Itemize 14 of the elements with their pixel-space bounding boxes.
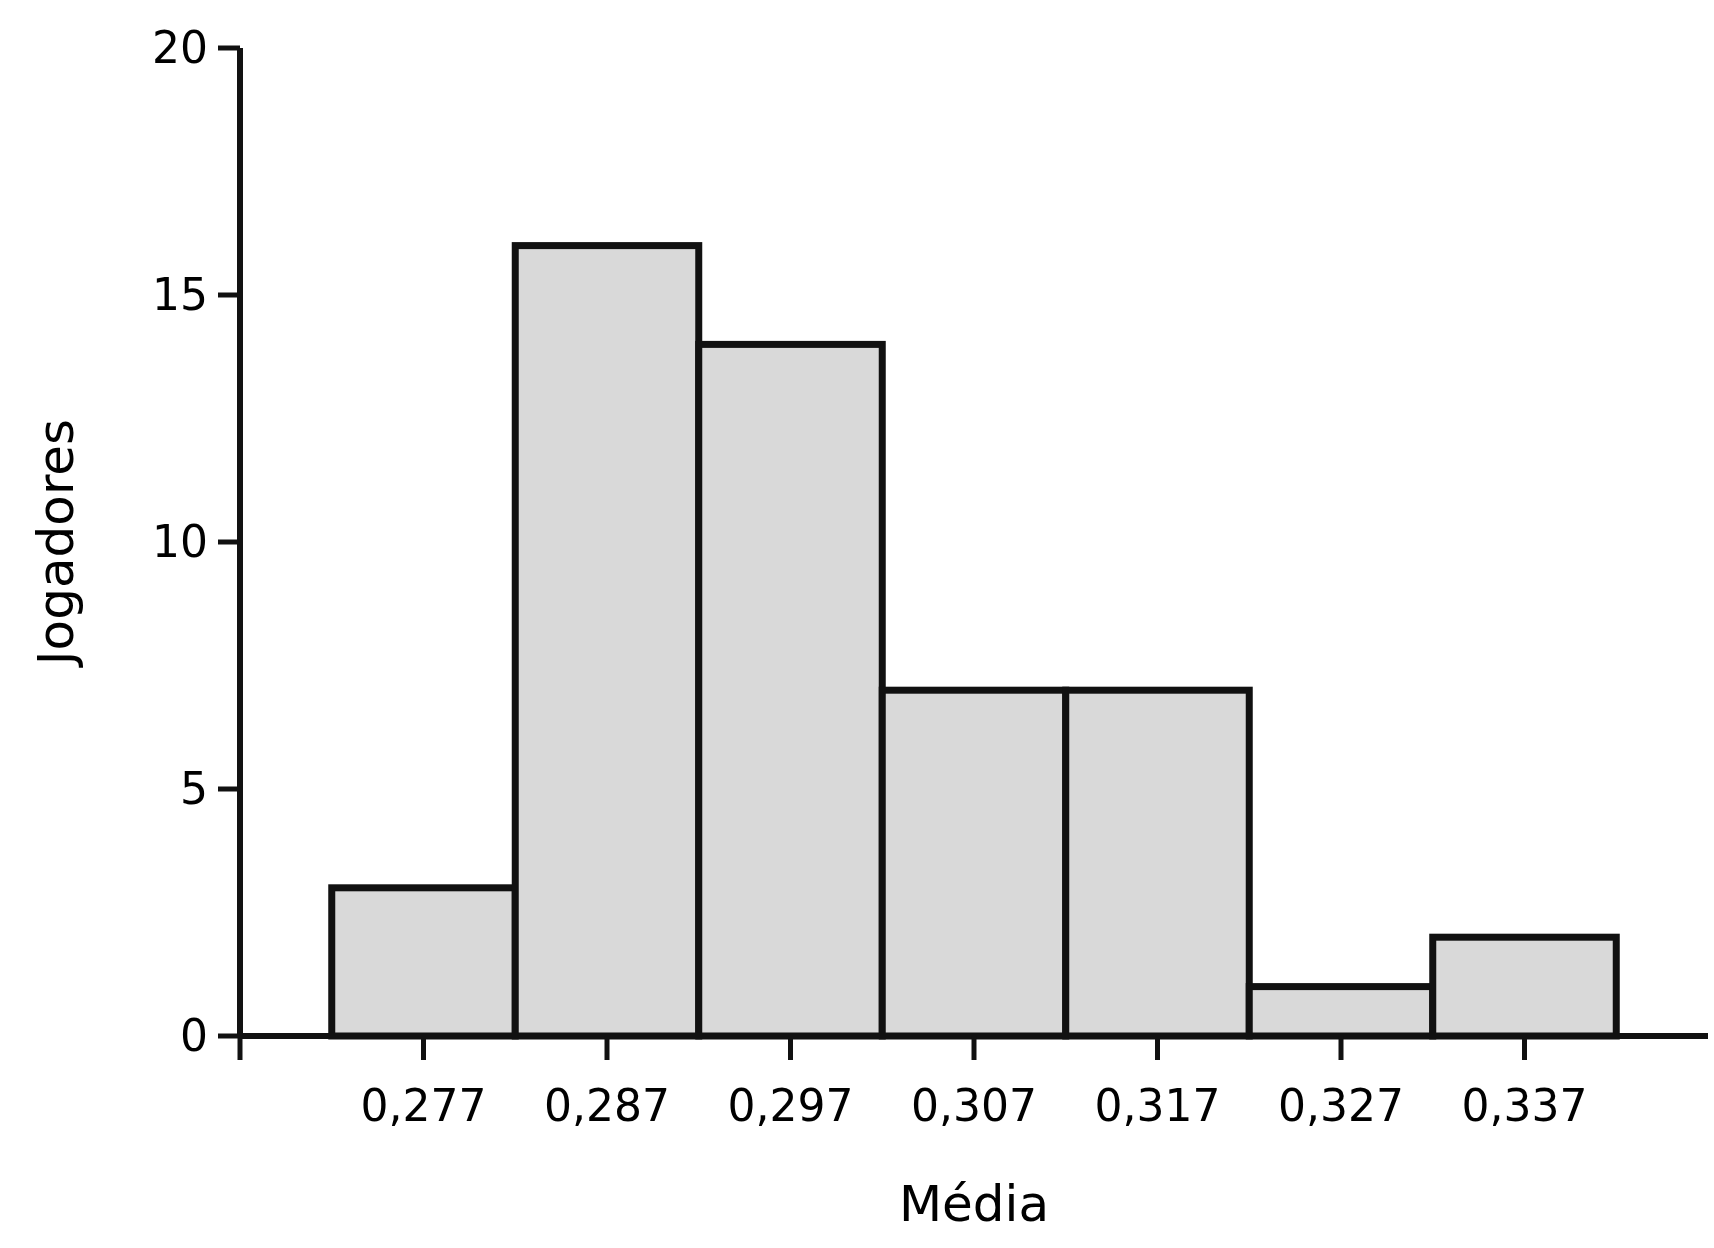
x-tick-label: 0,327 — [1278, 1080, 1404, 1131]
y-tick-label: 20 — [152, 22, 208, 74]
y-tick-label: 10 — [152, 516, 208, 568]
y-axis-title: Jogadores — [27, 418, 85, 669]
y-tick-label: 5 — [180, 763, 208, 815]
x-tick-label: 0,317 — [1094, 1080, 1221, 1131]
y-tick-label: 15 — [152, 269, 208, 321]
x-tick-label: 0,287 — [544, 1080, 670, 1131]
x-tick-label: 0,307 — [911, 1080, 1037, 1131]
x-axis-title: Média — [898, 1175, 1050, 1233]
y-tick-label: 0 — [180, 1010, 208, 1062]
x-tick-label: 0,277 — [360, 1080, 487, 1131]
x-tick-label: 0,337 — [1461, 1080, 1588, 1131]
x-tick-label: 0,297 — [727, 1080, 854, 1131]
